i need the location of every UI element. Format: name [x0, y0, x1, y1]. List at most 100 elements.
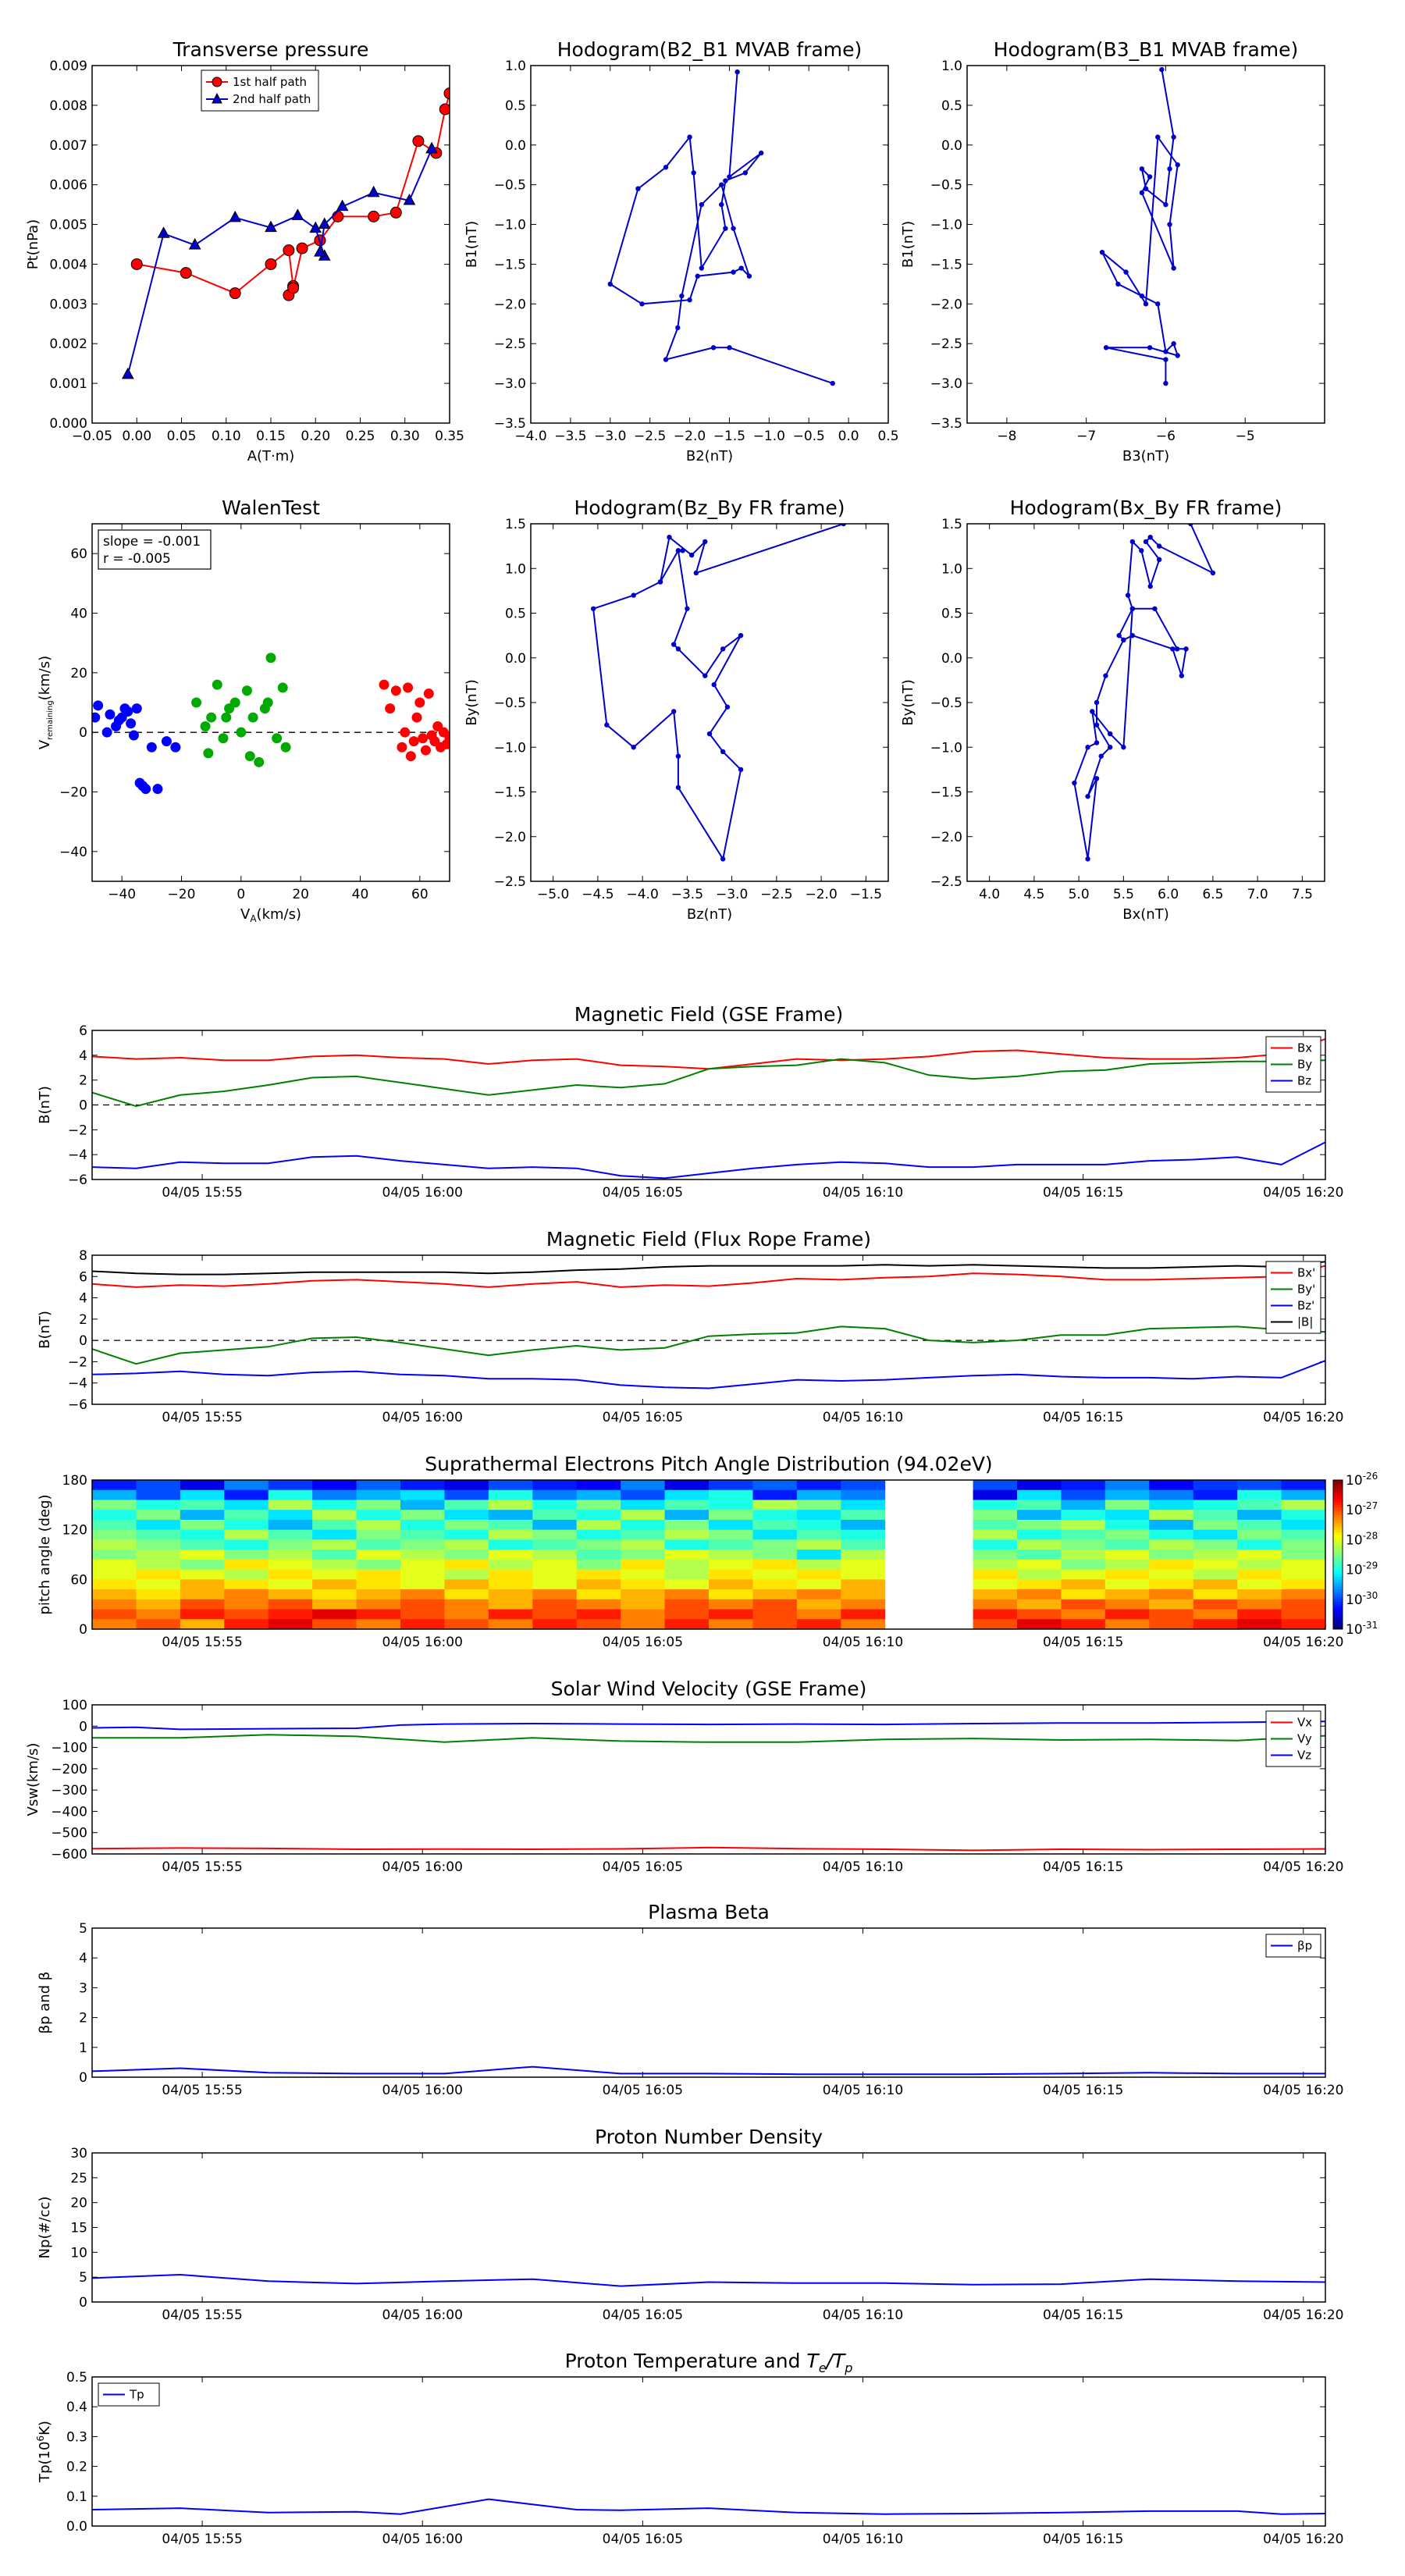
heatmap-cell	[532, 1489, 578, 1500]
y-axis-label-end: K)	[37, 2421, 53, 2435]
heatmap-cell	[752, 1500, 798, 1510]
data-point	[635, 186, 641, 191]
y-tick-label: 0.005	[49, 218, 87, 233]
x-tick-label: −4.5	[582, 887, 614, 902]
heatmap-cell	[1193, 1550, 1238, 1560]
heatmap-cell	[973, 1609, 1018, 1620]
heatmap-cell	[841, 1589, 886, 1600]
y-tick-label: −1.5	[930, 257, 962, 272]
heatmap-cell	[709, 1519, 753, 1531]
heatmap-cell	[1193, 1609, 1238, 1620]
heatmap-cell	[664, 1550, 710, 1560]
x-tick-label: 6.5	[1202, 887, 1223, 902]
heatmap-cell	[1149, 1529, 1194, 1540]
heatmap-cell	[1104, 1500, 1150, 1510]
heatmap-cell	[312, 1589, 357, 1600]
heatmap-cell	[356, 1529, 401, 1540]
heatmap-cell	[488, 1599, 533, 1610]
heatmap-cell	[180, 1589, 225, 1600]
colorbar-segment	[1333, 1586, 1343, 1590]
heatmap-cell	[752, 1569, 798, 1580]
heatmap-cell	[532, 1569, 578, 1580]
colorbar-segment	[1333, 1614, 1343, 1617]
data-point	[1143, 301, 1149, 307]
x-tick-label: 0	[237, 887, 245, 902]
heatmap-cell	[576, 1480, 621, 1491]
heatmap-cell	[752, 1609, 798, 1620]
colorbar-base: 10	[1346, 1532, 1363, 1548]
heatmap-cell	[1104, 1519, 1150, 1531]
data-point	[727, 345, 732, 350]
data-point	[265, 258, 277, 270]
y-tick-label: −1.5	[494, 257, 526, 272]
data-point	[332, 210, 344, 222]
heatmap-cell	[576, 1609, 621, 1620]
time-tick-label: 04/05 16:20	[1263, 1185, 1343, 1201]
colorbar-segment	[1333, 1497, 1343, 1500]
heatmap-cell	[621, 1599, 666, 1610]
data-point	[667, 534, 672, 540]
y-tick-label: −2.5	[494, 874, 526, 890]
axes-frame	[91, 1254, 1326, 1405]
colorbar-segment	[1333, 1579, 1343, 1583]
data-point	[1094, 776, 1100, 781]
series-p-line	[92, 2065, 1325, 2076]
series-Bz-line	[92, 1141, 1325, 1179]
heatmap-cell	[532, 1559, 578, 1571]
heatmap-cell	[621, 1510, 666, 1521]
legend-entry: Vx	[1297, 1716, 1312, 1730]
time-tick-label: 04/05 16:20	[1263, 1859, 1343, 1875]
series-0-line	[592, 524, 845, 862]
heatmap-cell	[576, 1510, 621, 1521]
heatmap-cell	[224, 1510, 269, 1521]
heatmap-cell	[1237, 1510, 1282, 1521]
heatmap-cell	[752, 1539, 798, 1550]
y-tick-label: 4	[79, 1291, 87, 1307]
colorbar-segment	[1333, 1582, 1343, 1585]
time-tick-label: 04/05 16:20	[1263, 1410, 1343, 1425]
time-tick-label: 04/05 15:55	[162, 1635, 242, 1650]
scatter-point	[411, 712, 422, 723]
heatmap-cell	[356, 1579, 401, 1590]
time-tick-label: 04/05 15:55	[162, 2083, 242, 2098]
heatmap-cell	[973, 1480, 1018, 1491]
y-tick-label: 6	[79, 1269, 87, 1285]
legend: Tp	[98, 2382, 160, 2407]
data-point	[1170, 646, 1176, 652]
heatmap-cell	[444, 1500, 489, 1510]
heatmap-cell	[1017, 1579, 1062, 1590]
series-2ndhalfpath-line	[126, 148, 433, 375]
data-point	[604, 722, 610, 728]
heatmap-cell	[709, 1589, 753, 1600]
x-axis-label: B3(nT)	[1122, 448, 1169, 464]
colorbar-segment	[1333, 1554, 1343, 1558]
heatmap-cell	[356, 1550, 401, 1560]
panel-title: Magnetic Field (Flux Rope Frame)	[546, 1228, 871, 1251]
heatmap-cell	[841, 1519, 886, 1531]
time-tick-label: 04/05 16:10	[823, 1410, 903, 1425]
y-axis-label-sup: 6	[35, 2435, 46, 2442]
x-tick-label: −7	[1076, 429, 1096, 444]
colorbar-segment	[1333, 1617, 1343, 1620]
heatmap-cell	[532, 1510, 578, 1521]
data-point	[675, 548, 681, 553]
heatmap-cell	[444, 1569, 489, 1580]
colorbar-segment	[1333, 1550, 1343, 1553]
panel-title: Hodogram(B3_B1 MVAB frame)	[994, 38, 1299, 61]
x-tick-label: 60	[411, 887, 429, 902]
heatmap-cell	[1281, 1539, 1326, 1550]
heatmap-cell	[664, 1500, 710, 1510]
colorbar-segment	[1333, 1589, 1343, 1592]
heatmap-cell	[488, 1550, 533, 1560]
legend: βp	[1265, 1934, 1321, 1958]
panel-title: Magnetic Field (GSE Frame)	[574, 1003, 843, 1026]
y-tick-label: −3.0	[494, 376, 526, 392]
heatmap-cell	[92, 1579, 137, 1590]
x-tick-label: 40	[352, 887, 369, 902]
time-tick-label: 04/05 16:05	[603, 1185, 683, 1201]
heatmap-cell	[841, 1510, 886, 1521]
heatmap-cell	[1149, 1619, 1194, 1630]
time-tick-label: 04/05 16:10	[823, 1859, 903, 1875]
time-tick-label: 04/05 16:00	[382, 1635, 463, 1650]
data-point	[1163, 380, 1168, 386]
